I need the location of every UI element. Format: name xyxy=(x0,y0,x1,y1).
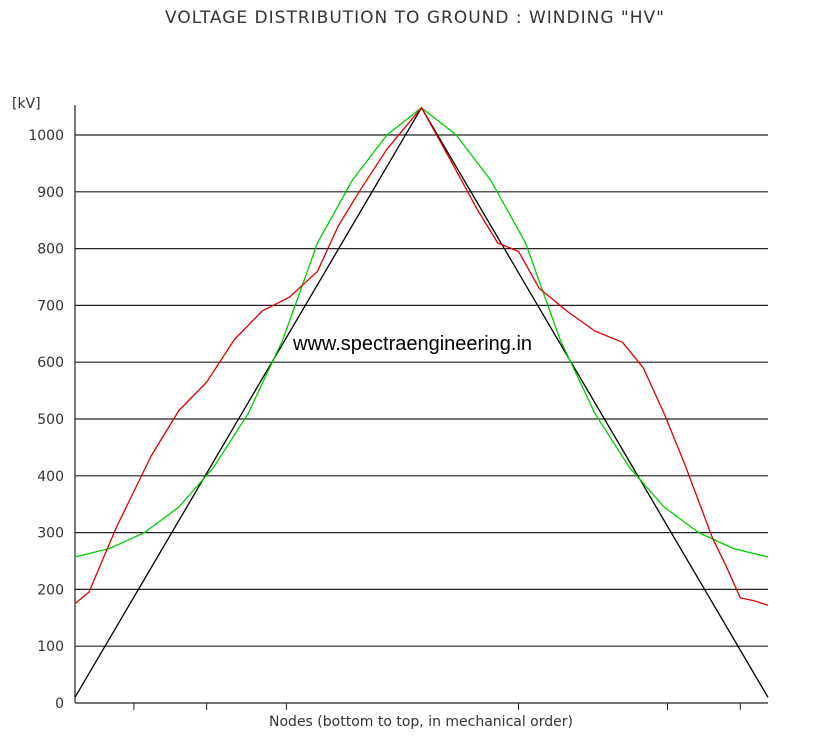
series-line-3 xyxy=(74,107,769,606)
y-axis-ticks: 0 100 200 300 400 500 600 700 800 900 1000 xyxy=(28,128,64,712)
y-tick-label: 700 xyxy=(37,298,64,314)
y-tick-label: 800 xyxy=(37,242,64,258)
gridlines xyxy=(75,134,768,647)
y-axis-label: [kV] xyxy=(12,96,41,112)
y-tick-label: 500 xyxy=(37,412,64,428)
y-tick-label: 400 xyxy=(37,469,64,485)
y-tick-label: 300 xyxy=(37,526,64,542)
y-tick-label: 200 xyxy=(37,582,64,598)
y-tick-label: 1000 xyxy=(28,128,64,144)
chart-title: VOLTAGE DISTRIBUTION TO GROUND : WINDING… xyxy=(165,8,665,28)
series-lines xyxy=(74,107,769,698)
axes xyxy=(74,105,768,704)
x-axis-label: Nodes (bottom to top, in mechanical orde… xyxy=(269,714,573,730)
x-axis-ticks xyxy=(133,703,741,710)
y-tick-label: 100 xyxy=(37,639,64,655)
y-tick-label: 0 xyxy=(55,696,64,712)
series-line-1 xyxy=(74,107,769,698)
y-tick-label: 900 xyxy=(37,185,64,201)
y-tick-label: 600 xyxy=(37,355,64,371)
watermark-text: www.spectraengineering.in xyxy=(293,333,533,355)
